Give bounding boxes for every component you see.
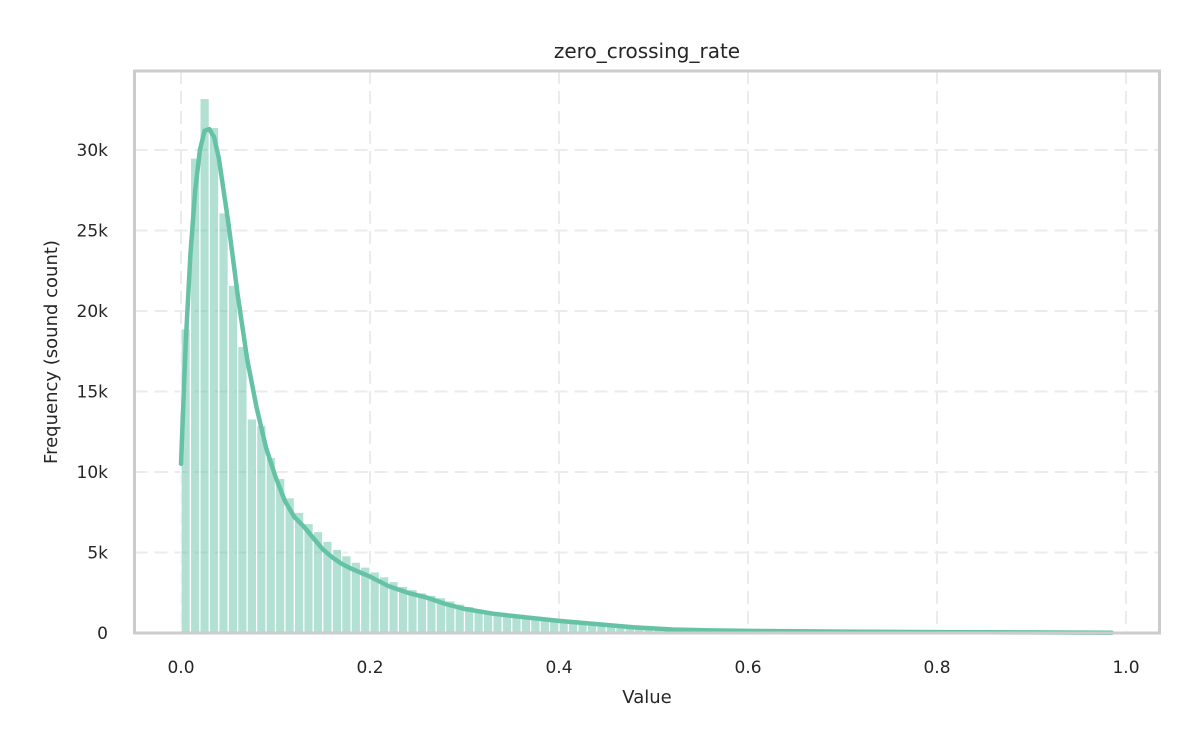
y-tick-label: 20k <box>77 302 109 322</box>
x-tick-label: 0.2 <box>356 658 383 678</box>
y-tick-label: 0 <box>97 624 108 644</box>
histogram-bar <box>256 424 267 634</box>
x-tick-label: 0.4 <box>545 658 572 678</box>
x-axis-label: Value <box>622 687 671 708</box>
y-axis-ticks: 0 5k 10k 15k 20k 25k 30k <box>77 141 109 644</box>
histogram-bar <box>227 284 239 634</box>
histogram-bar <box>265 456 277 634</box>
histogram-bar <box>208 126 220 634</box>
histogram-bar <box>237 345 248 634</box>
histogram-bar <box>218 212 229 634</box>
kde-curve <box>178 126 1115 636</box>
y-tick-label: 30k <box>77 141 109 161</box>
x-tick-label: 1.0 <box>1112 658 1139 678</box>
chart-title: zero_crossing_rate <box>554 39 740 63</box>
x-tick-label: 0.0 <box>167 658 194 678</box>
x-tick-label: 0.6 <box>734 658 761 678</box>
x-axis-ticks: 0.0 0.2 0.4 0.6 0.8 1.0 <box>167 658 1139 678</box>
plot-frame <box>133 69 1161 635</box>
histogram-bar <box>246 418 258 634</box>
y-tick-label: 10k <box>77 463 109 483</box>
y-axis-label: Frequency (sound count) <box>41 240 62 464</box>
y-tick-label: 25k <box>77 222 109 242</box>
histogram-bar <box>293 511 305 634</box>
histogram-bar <box>303 522 314 634</box>
y-tick-label: 15k <box>77 383 109 403</box>
x-tick-label: 0.8 <box>923 658 950 678</box>
y-tick-label: 5k <box>87 544 108 564</box>
histogram-bar <box>199 97 210 634</box>
